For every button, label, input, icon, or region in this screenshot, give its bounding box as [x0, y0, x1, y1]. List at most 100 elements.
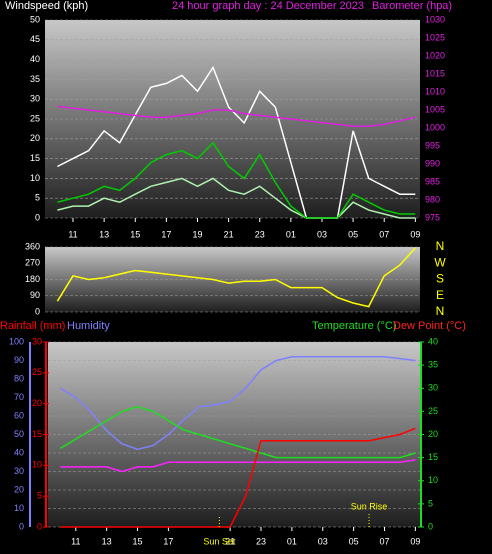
y-tick-label: 90: [30, 290, 40, 300]
x-tick-label: 05: [348, 229, 358, 239]
x-tick-label: 21: [225, 536, 235, 546]
series-line: [57, 65, 416, 219]
x-tick-label: 23: [255, 229, 265, 239]
y2-tick-label: E: [436, 288, 444, 302]
annotation-label: Sun Rise: [351, 501, 388, 511]
annotation-label: Sun Set: [203, 536, 236, 546]
y-tick-label: 60: [14, 410, 24, 420]
y2-tick-label: N: [436, 239, 445, 253]
y-tick-label: 20: [14, 484, 24, 494]
y-tick-label: 360: [25, 241, 40, 251]
y-tick-label: 10: [14, 503, 24, 513]
series-line: [57, 105, 416, 127]
y2-tick-label: N: [436, 304, 445, 318]
x-tick-label: 17: [163, 536, 173, 546]
y2-tick-label: 20: [428, 429, 438, 439]
y-tick-label: 50: [14, 429, 24, 439]
x-tick-label: 09: [410, 229, 420, 239]
y3-tick-label: 25: [32, 367, 42, 377]
series-line: [60, 459, 416, 473]
legend-dew-point: Dew Point (°C): [393, 320, 466, 332]
y2-tick-label: 1030: [425, 14, 445, 24]
y3-tick-label: 0: [37, 521, 42, 531]
x-tick-label: 21: [224, 229, 234, 239]
legend-rain: Rainfall (mm): [0, 320, 65, 332]
series-line: [57, 141, 416, 219]
x-tick-label: 15: [133, 536, 143, 546]
x-tick-label: 11: [68, 229, 77, 239]
y-tick-label: 270: [25, 258, 40, 268]
y2-tick-label: 10: [428, 475, 438, 485]
chart-title: 24 hour graph day : 24 December 2023: [172, 0, 364, 12]
y2-tick-label: 15: [428, 452, 438, 462]
y3-tick-label: 5: [37, 491, 42, 501]
y2-tick-label: W: [434, 255, 446, 269]
y3-tick-label: 20: [32, 398, 42, 408]
y2-tick-label: 1020: [425, 50, 445, 60]
y-tick-label: 25: [30, 113, 40, 123]
y-tick-label: 40: [30, 54, 40, 64]
y2-tick-label: 1015: [425, 68, 445, 78]
series-line: [59, 356, 416, 451]
series-line: [59, 406, 416, 459]
y-tick-label: 10: [30, 173, 40, 183]
y2-tick-label: S: [436, 272, 444, 286]
y-tick-label: 5: [35, 193, 40, 203]
y-tick-label: 90: [14, 355, 24, 365]
y2-tick-label: 25: [428, 406, 438, 416]
x-tick-label: 07: [379, 229, 389, 239]
y-tick-label: 0: [19, 521, 24, 531]
y2-tick-label: 995: [425, 140, 440, 150]
y-axis-label: Windspeed (kph): [5, 0, 88, 12]
y-tick-label: 30: [14, 466, 24, 476]
y2-tick-label: 5: [428, 498, 433, 508]
x-tick-label: 23: [256, 536, 266, 546]
y2-tick-label: 990: [425, 158, 440, 168]
x-tick-label: 01: [286, 229, 296, 239]
y2-tick-label: 30: [428, 383, 438, 393]
series-line: [57, 177, 416, 219]
y2-tick-label: 40: [428, 336, 438, 346]
y2-tick-label: 1005: [425, 104, 445, 114]
x-tick-label: 11: [71, 536, 80, 546]
x-tick-label: 13: [99, 229, 109, 239]
y-tick-label: 45: [30, 34, 40, 44]
legend-humidity: Humidity: [67, 320, 110, 332]
y-tick-label: 100: [9, 336, 24, 346]
x-tick-label: 15: [130, 229, 140, 239]
series-line: [56, 247, 416, 308]
y-tick-label: 0: [35, 306, 40, 316]
x-tick-label: 09: [410, 536, 420, 546]
y3-tick-label: 10: [32, 460, 42, 470]
y-tick-label: 15: [30, 153, 40, 163]
y2-tick-label: 1010: [425, 86, 445, 96]
y-tick-label: 40: [14, 447, 24, 457]
series-line: [60, 427, 416, 528]
y2-tick-label: 1025: [425, 32, 445, 42]
y-tick-label: 20: [30, 133, 40, 143]
legend-temperature: Temperature (°C): [312, 320, 396, 332]
y2-tick-label: 975: [425, 212, 440, 222]
y2-tick-label: 985: [425, 176, 440, 186]
y-tick-label: 50: [30, 14, 40, 24]
y2-tick-label: 35: [428, 360, 438, 370]
x-tick-label: 13: [102, 536, 112, 546]
y-tick-label: 0: [35, 212, 40, 222]
y-tick-label: 30: [30, 94, 40, 104]
y2-tick-label: 1000: [425, 122, 445, 132]
x-tick-label: 07: [379, 536, 389, 546]
y-tick-label: 35: [30, 74, 40, 84]
y2-axis-label: Barometer (hpa): [372, 0, 452, 12]
y2-tick-label: 0: [428, 521, 433, 531]
x-tick-label: 03: [317, 229, 327, 239]
y-tick-label: 80: [14, 373, 24, 383]
y2-tick-label: 980: [425, 194, 440, 204]
y-tick-label: 70: [14, 392, 24, 402]
x-tick-label: 05: [349, 536, 359, 546]
x-tick-label: 17: [161, 229, 171, 239]
x-tick-label: 01: [287, 536, 297, 546]
x-tick-label: 03: [318, 536, 328, 546]
x-tick-label: 19: [192, 229, 202, 239]
